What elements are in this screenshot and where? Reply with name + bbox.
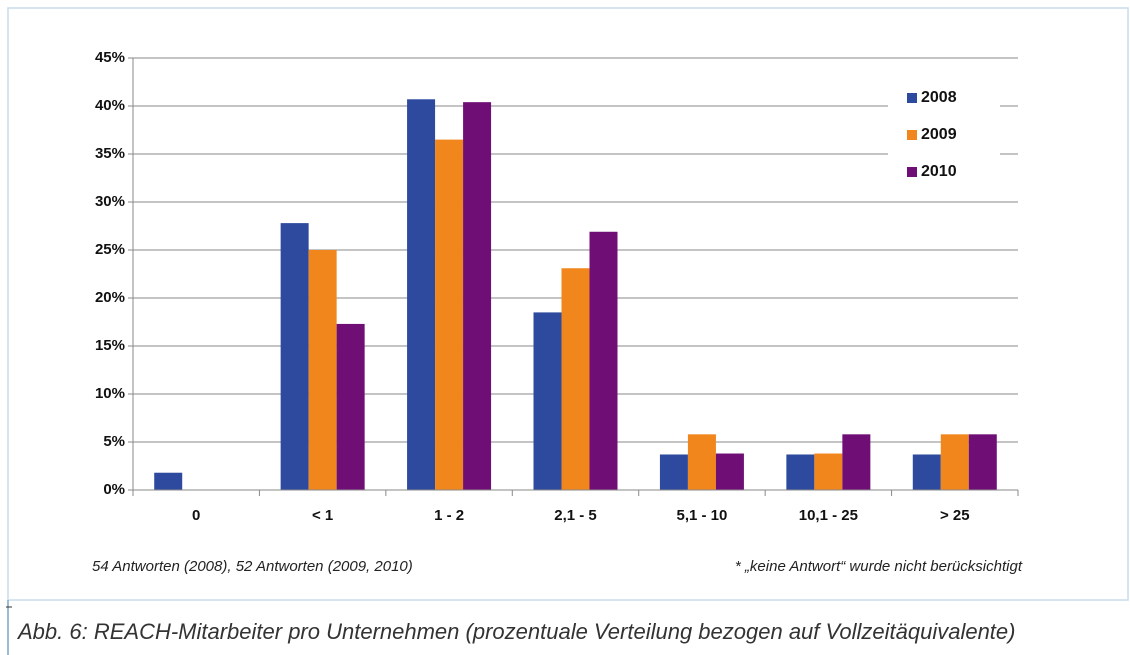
- x-tick-label: 0: [192, 507, 200, 524]
- legend-label: 2008: [921, 89, 957, 106]
- bar: [912, 454, 941, 490]
- y-tick-label: 25%: [95, 241, 125, 258]
- bar: [589, 231, 618, 490]
- x-tick-label: < 1: [312, 507, 333, 524]
- y-tick-label: 15%: [95, 337, 125, 354]
- legend-swatch: [907, 93, 917, 103]
- bar: [533, 312, 562, 490]
- y-tick-label: 10%: [95, 385, 125, 402]
- x-tick-label: 2,1 - 5: [554, 507, 597, 524]
- bar: [940, 434, 969, 490]
- y-tick-label: 45%: [95, 49, 125, 66]
- y-tick-label: 5%: [103, 433, 125, 450]
- bar: [659, 454, 688, 490]
- note-left: 54 Antworten (2008), 52 Antworten (2009,…: [92, 558, 413, 575]
- bar: [561, 268, 590, 490]
- y-tick-label: 30%: [95, 193, 125, 210]
- frame: [7, 7, 1129, 601]
- bar: [308, 250, 337, 490]
- y-tick-label: 40%: [95, 97, 125, 114]
- bar: [463, 102, 492, 490]
- note-right: * „keine Antwort“ wurde nicht berücksich…: [735, 558, 1023, 575]
- bar: [814, 453, 843, 490]
- bar: [280, 223, 309, 490]
- legend-swatch: [907, 167, 917, 177]
- legend-bg: [888, 80, 1000, 192]
- bar: [786, 454, 815, 490]
- caption: Abb. 6: REACH-Mitarbeiter pro Unternehme…: [16, 619, 1015, 644]
- x-tick-label: 1 - 2: [434, 507, 464, 524]
- y-tick-label: 35%: [95, 145, 125, 162]
- x-tick-label: 5,1 - 10: [676, 507, 727, 524]
- y-tick-label: 0%: [103, 481, 125, 498]
- legend-swatch: [907, 130, 917, 140]
- bar: [336, 323, 365, 490]
- bar: [154, 472, 183, 490]
- legend-label: 2009: [921, 126, 957, 143]
- bar: [968, 434, 997, 490]
- legend-label: 2010: [921, 163, 957, 180]
- bar: [407, 99, 436, 490]
- x-tick-label: > 25: [940, 507, 970, 524]
- bar: [687, 434, 716, 490]
- x-tick-label: 10,1 - 25: [799, 507, 858, 524]
- bar: [715, 453, 744, 490]
- y-tick-label: 20%: [95, 289, 125, 306]
- bar: [842, 434, 871, 490]
- bar: [435, 139, 464, 490]
